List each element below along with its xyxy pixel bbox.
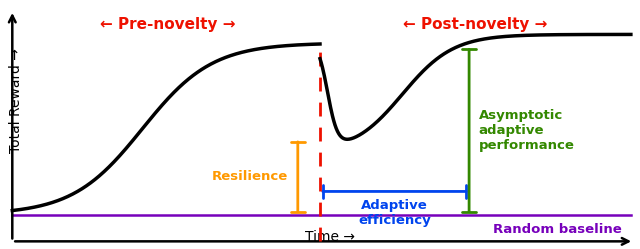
Text: ← Pre-novelty →: ← Pre-novelty → [100, 17, 236, 32]
Text: ← Post-novelty →: ← Post-novelty → [403, 17, 548, 32]
Text: Asymptotic
adaptive
performance: Asymptotic adaptive performance [479, 109, 575, 152]
Text: Total Reward →: Total Reward → [9, 48, 23, 153]
Text: Resilience: Resilience [212, 170, 288, 183]
Text: Time →: Time → [305, 230, 355, 244]
Text: Random baseline: Random baseline [493, 223, 621, 236]
Text: Adaptive
efficiency: Adaptive efficiency [358, 199, 431, 227]
